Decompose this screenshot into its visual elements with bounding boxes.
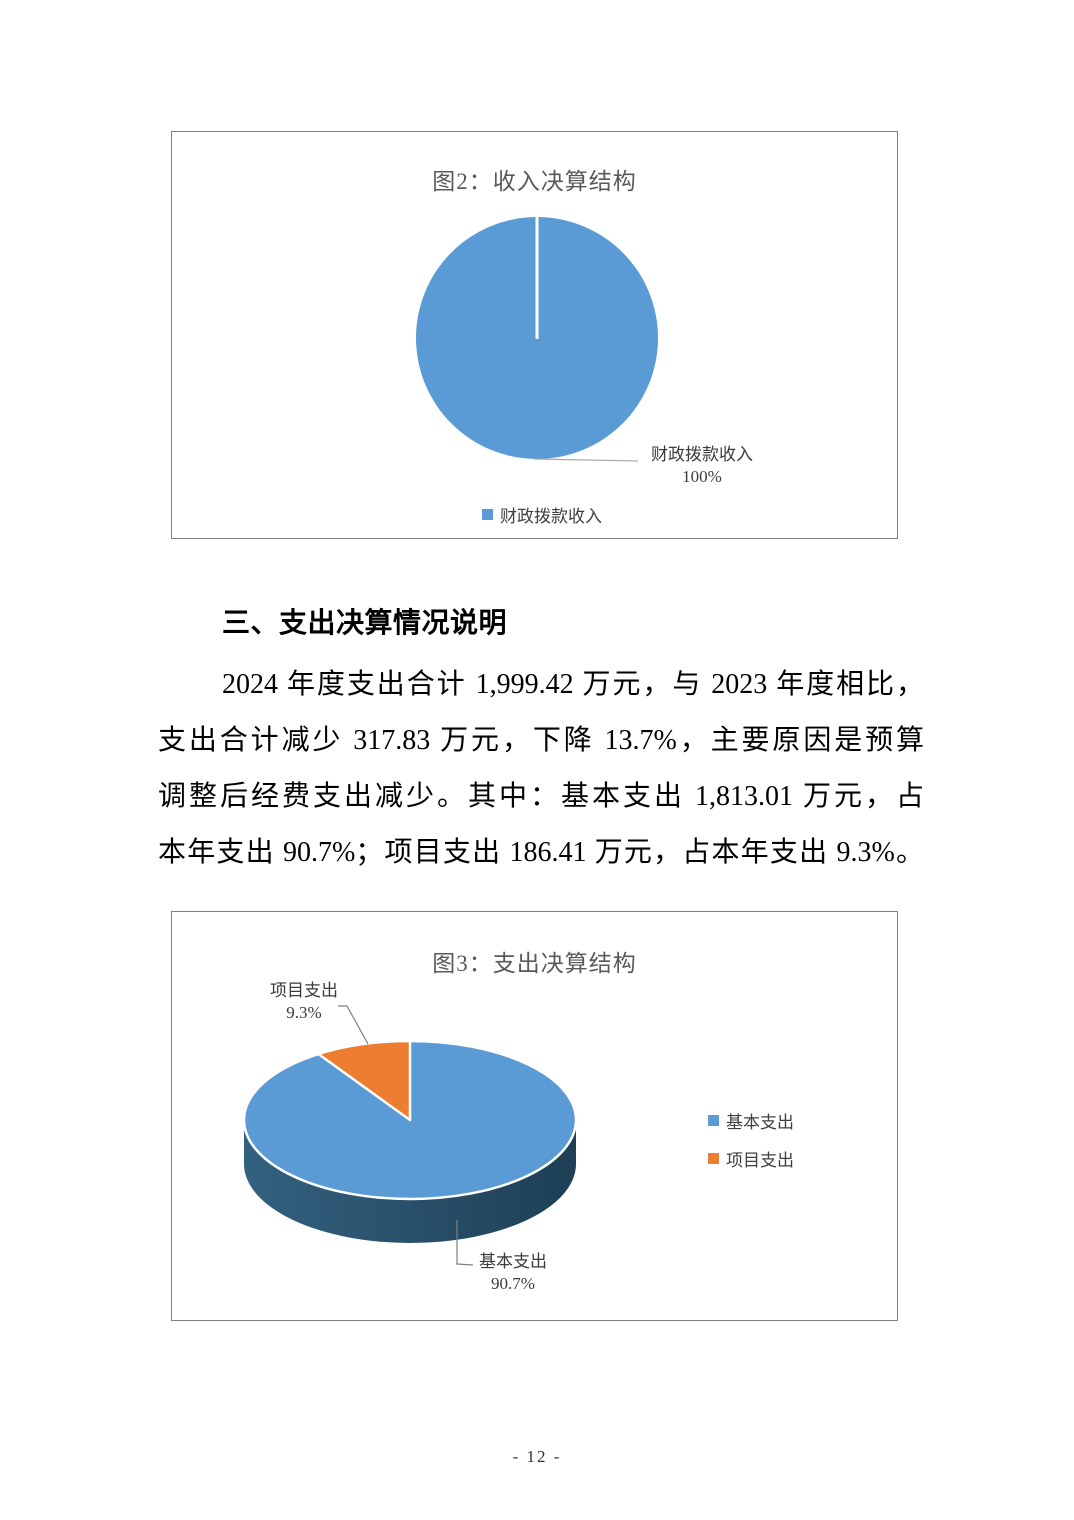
data-label-value: 9.3% bbox=[286, 1003, 322, 1022]
paragraph-line: 本年支出 90.7%；项目支出 186.41 万元，占本年支出 9.3%。 bbox=[158, 837, 924, 868]
data-label-value: 100% bbox=[682, 467, 722, 486]
data-label-name: 基本支出 bbox=[479, 1252, 547, 1271]
data-label-basic-expenditure: 基本支出 90.7% bbox=[475, 1251, 551, 1295]
paragraph-line: 调整后经费支出减少。其中：基本支出 1,813.01 万元，占 bbox=[158, 781, 924, 812]
data-label-project-expenditure: 项目支出 9.3% bbox=[266, 980, 342, 1024]
income-pie-svg bbox=[416, 217, 658, 462]
figure-2-income-pie-chart: 图2：收入决算结构 财政拨款收入 100% 财政拨款收入 bbox=[171, 131, 898, 539]
chart-title: 图2：收入决算结构 bbox=[432, 169, 637, 194]
data-label-value: 90.7% bbox=[491, 1274, 535, 1293]
label-leader-line bbox=[533, 458, 639, 462]
legend-swatch-icon bbox=[708, 1115, 719, 1126]
data-label-name: 财政拨款收入 bbox=[651, 445, 753, 464]
paragraph-line: 支出合计减少 317.83 万元，下降 13.7%，主要原因是预算 bbox=[158, 725, 924, 756]
legend-swatch-icon bbox=[708, 1153, 719, 1164]
legend-item-project-expenditure: 项目支出 bbox=[708, 1146, 794, 1171]
expenditure-pie-svg bbox=[242, 1005, 578, 1266]
legend-label: 基本支出 bbox=[726, 1113, 794, 1132]
legend-label: 财政拨款收入 bbox=[500, 507, 602, 526]
paragraph-line: 2024 年度支出合计 1,999.42 万元，与 2023 年度相比， bbox=[222, 669, 924, 700]
legend-item-fiscal-appropriation: 财政拨款收入 bbox=[482, 502, 602, 527]
section-heading: 三、支出决算情况说明 bbox=[222, 607, 508, 638]
legend-item-basic-expenditure: 基本支出 bbox=[708, 1108, 794, 1133]
project-label-leader-line bbox=[338, 1005, 369, 1045]
body-paragraph: 2024 年度支出合计 1,999.42 万元，与 2023 年度相比， 支出合… bbox=[158, 657, 924, 881]
data-label-fiscal-appropriation: 财政拨款收入 100% bbox=[642, 444, 762, 488]
legend-swatch-icon bbox=[482, 509, 493, 520]
data-label-name: 项目支出 bbox=[270, 981, 338, 1000]
pie-slice-project-expenditure bbox=[317, 1039, 412, 1122]
figure-3-expenditure-pie-chart: 图3：支出决算结构 项目支出 9.3% 基本支出 bbox=[171, 911, 898, 1321]
legend-label: 项目支出 bbox=[726, 1151, 794, 1170]
chart-title: 图3：支出决算结构 bbox=[432, 951, 637, 976]
basic-label-leader-line bbox=[456, 1220, 474, 1266]
page-number: - 12 - bbox=[512, 1447, 562, 1466]
